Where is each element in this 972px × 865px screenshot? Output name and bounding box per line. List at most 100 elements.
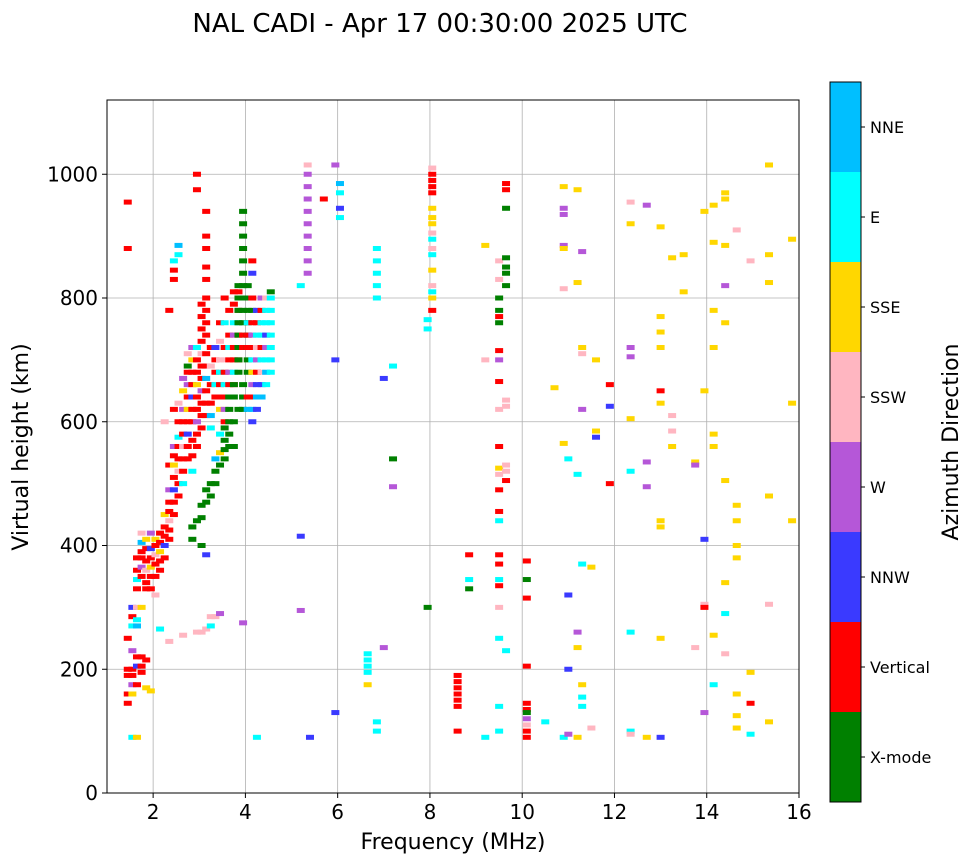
data-point bbox=[243, 394, 252, 400]
x-axis-ticks: 2 4 6 8 10 12 14 16 bbox=[147, 793, 812, 824]
data-point bbox=[234, 307, 243, 313]
colorbar-tick-label: SSW bbox=[870, 388, 906, 407]
data-point bbox=[188, 406, 197, 412]
data-point bbox=[559, 246, 568, 251]
colorbar-tick-label: E bbox=[870, 208, 880, 227]
y-axis-label: Virtual height (km) bbox=[9, 343, 34, 550]
data-point bbox=[453, 691, 462, 697]
data-point bbox=[578, 561, 587, 567]
x-tick-label: 10 bbox=[509, 800, 534, 824]
data-point bbox=[550, 385, 559, 391]
colorbar-swatch bbox=[830, 442, 861, 532]
data-point bbox=[248, 406, 257, 412]
data-point bbox=[137, 663, 146, 669]
data-point bbox=[243, 320, 252, 326]
data-point bbox=[266, 357, 275, 363]
data-point bbox=[239, 208, 248, 214]
data-point bbox=[248, 382, 257, 388]
data-point bbox=[453, 697, 462, 703]
data-point bbox=[243, 345, 252, 350]
data-point bbox=[234, 369, 243, 375]
data-point bbox=[239, 620, 248, 626]
data-point bbox=[765, 280, 774, 286]
plot-area bbox=[107, 100, 799, 793]
data-point bbox=[146, 546, 155, 552]
data-point bbox=[262, 345, 271, 350]
data-point bbox=[197, 515, 206, 521]
data-point bbox=[564, 666, 573, 672]
data-point bbox=[192, 357, 201, 363]
x-tick-label: 6 bbox=[331, 800, 344, 824]
x-tick-label: 8 bbox=[424, 800, 437, 824]
data-point bbox=[179, 456, 188, 462]
data-point bbox=[502, 187, 511, 193]
data-point bbox=[216, 431, 225, 437]
y-tick-label: 0 bbox=[85, 781, 98, 805]
data-point bbox=[252, 382, 261, 388]
data-point bbox=[132, 682, 141, 688]
data-point bbox=[372, 258, 381, 264]
data-point bbox=[183, 351, 192, 357]
data-point bbox=[151, 592, 160, 598]
data-point bbox=[428, 205, 437, 211]
data-point bbox=[179, 632, 188, 638]
data-point bbox=[709, 632, 718, 638]
data-point bbox=[174, 419, 183, 425]
data-point bbox=[197, 351, 206, 357]
data-point bbox=[137, 654, 146, 660]
data-point bbox=[202, 413, 211, 419]
data-point bbox=[220, 447, 229, 453]
data-point bbox=[192, 444, 201, 449]
data-point bbox=[732, 555, 741, 561]
data-point bbox=[319, 196, 328, 202]
colorbar-swatch bbox=[830, 712, 861, 802]
data-point bbox=[248, 419, 257, 425]
y-tick-label: 600 bbox=[60, 410, 98, 434]
data-point bbox=[423, 317, 432, 323]
data-point bbox=[765, 162, 774, 168]
data-point bbox=[642, 484, 651, 490]
colorbar-frame bbox=[829, 81, 862, 803]
data-point bbox=[788, 400, 797, 406]
data-point bbox=[174, 493, 183, 499]
data-point bbox=[169, 276, 178, 282]
data-point bbox=[192, 171, 201, 177]
data-point bbox=[656, 314, 665, 320]
data-point bbox=[578, 351, 587, 357]
data-point bbox=[266, 345, 275, 350]
colorbar-tick-label: Vertical bbox=[870, 658, 930, 677]
data-point bbox=[239, 283, 248, 289]
data-point bbox=[243, 295, 252, 301]
data-point bbox=[642, 459, 651, 465]
data-point bbox=[428, 171, 437, 177]
data-point bbox=[335, 190, 344, 196]
data-point bbox=[142, 558, 151, 564]
data-point bbox=[379, 375, 388, 381]
data-point bbox=[234, 289, 243, 295]
data-point bbox=[495, 314, 504, 320]
data-point bbox=[183, 363, 192, 369]
data-point bbox=[709, 682, 718, 688]
data-point bbox=[578, 703, 587, 709]
data-point bbox=[192, 187, 201, 193]
data-point bbox=[691, 462, 700, 468]
data-point bbox=[495, 471, 504, 477]
data-point bbox=[266, 332, 275, 338]
data-point bbox=[626, 468, 635, 474]
data-point bbox=[220, 394, 229, 400]
data-point bbox=[522, 700, 531, 706]
data-point bbox=[257, 320, 266, 326]
data-point bbox=[700, 601, 709, 607]
y-tick-label: 800 bbox=[60, 286, 98, 310]
data-point bbox=[179, 419, 188, 425]
y-axis-ticks: 0 200 400 600 800 1000 bbox=[47, 162, 107, 805]
data-point bbox=[169, 512, 178, 518]
x-tick-label: 2 bbox=[147, 800, 160, 824]
data-point bbox=[137, 555, 146, 561]
data-point bbox=[481, 242, 490, 248]
data-point bbox=[746, 669, 755, 675]
data-point bbox=[220, 425, 229, 431]
data-point bbox=[502, 255, 511, 261]
data-point bbox=[257, 295, 266, 301]
data-point bbox=[197, 388, 206, 394]
